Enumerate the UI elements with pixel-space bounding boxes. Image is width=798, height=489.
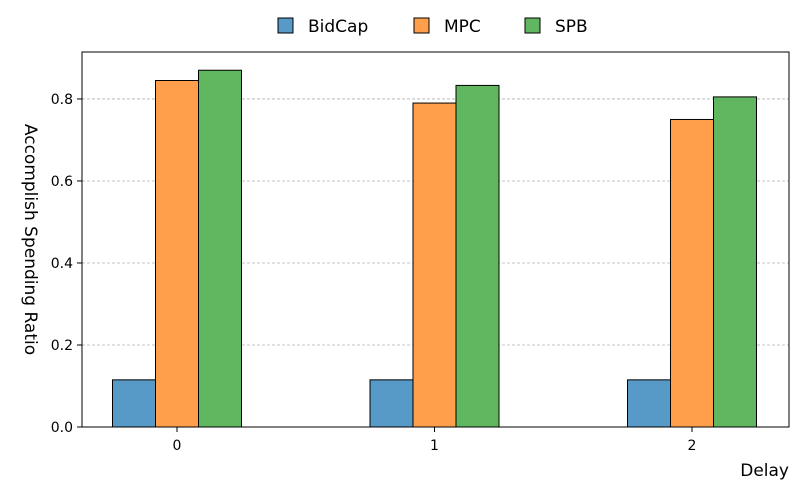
bar-spb-0 [198, 69, 242, 428]
y-axis-label: Accomplish Spending Ratio [20, 124, 40, 355]
y-tick-label: 0.4 [51, 256, 73, 272]
bars-group [112, 69, 757, 428]
bar-spb-1 [455, 84, 500, 428]
bar-spb-2 [713, 96, 757, 428]
x-tick-label: 2 [688, 438, 697, 454]
bar-bidcap-0 [112, 379, 156, 428]
x-axis-ticks: 0 1 2 [173, 427, 697, 454]
legend-label-spb: SPB [555, 17, 588, 37]
legend-swatch-mpc [413, 17, 430, 34]
bar-mpc-1 [412, 102, 457, 428]
bar-mpc-0 [155, 79, 199, 428]
legend-swatch-spb [524, 17, 541, 34]
legend-label-bidcap: BidCap [308, 17, 368, 37]
x-axis-label: Delay [740, 461, 789, 481]
legend-label-mpc: MPC [444, 17, 481, 37]
y-tick-label: 0.2 [51, 338, 73, 354]
y-axis-ticks: 0.0 0.2 0.4 0.6 0.8 [51, 92, 82, 436]
x-tick-label: 0 [173, 438, 182, 454]
y-tick-label: 0.6 [51, 174, 73, 190]
bar-bidcap-1 [369, 379, 414, 428]
bar-bidcap-2 [627, 379, 671, 428]
x-tick-label: 1 [430, 438, 439, 454]
legend-swatch-bidcap [277, 17, 294, 34]
bar-mpc-2 [670, 118, 714, 428]
plot-frame [81, 51, 790, 428]
y-tick-label: 0.8 [51, 92, 73, 108]
y-tick-label: 0.0 [51, 420, 73, 436]
legend: BidCap MPC SPB [277, 17, 588, 37]
